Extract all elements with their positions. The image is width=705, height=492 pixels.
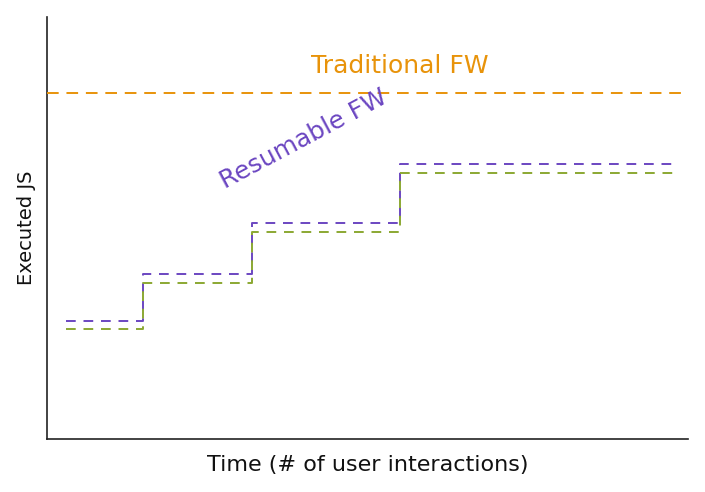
Text: Resumable FW: Resumable FW	[216, 86, 391, 194]
Text: Traditional FW: Traditional FW	[311, 54, 489, 78]
Y-axis label: Executed JS: Executed JS	[17, 170, 36, 285]
X-axis label: Time (# of user interactions): Time (# of user interactions)	[207, 455, 528, 475]
